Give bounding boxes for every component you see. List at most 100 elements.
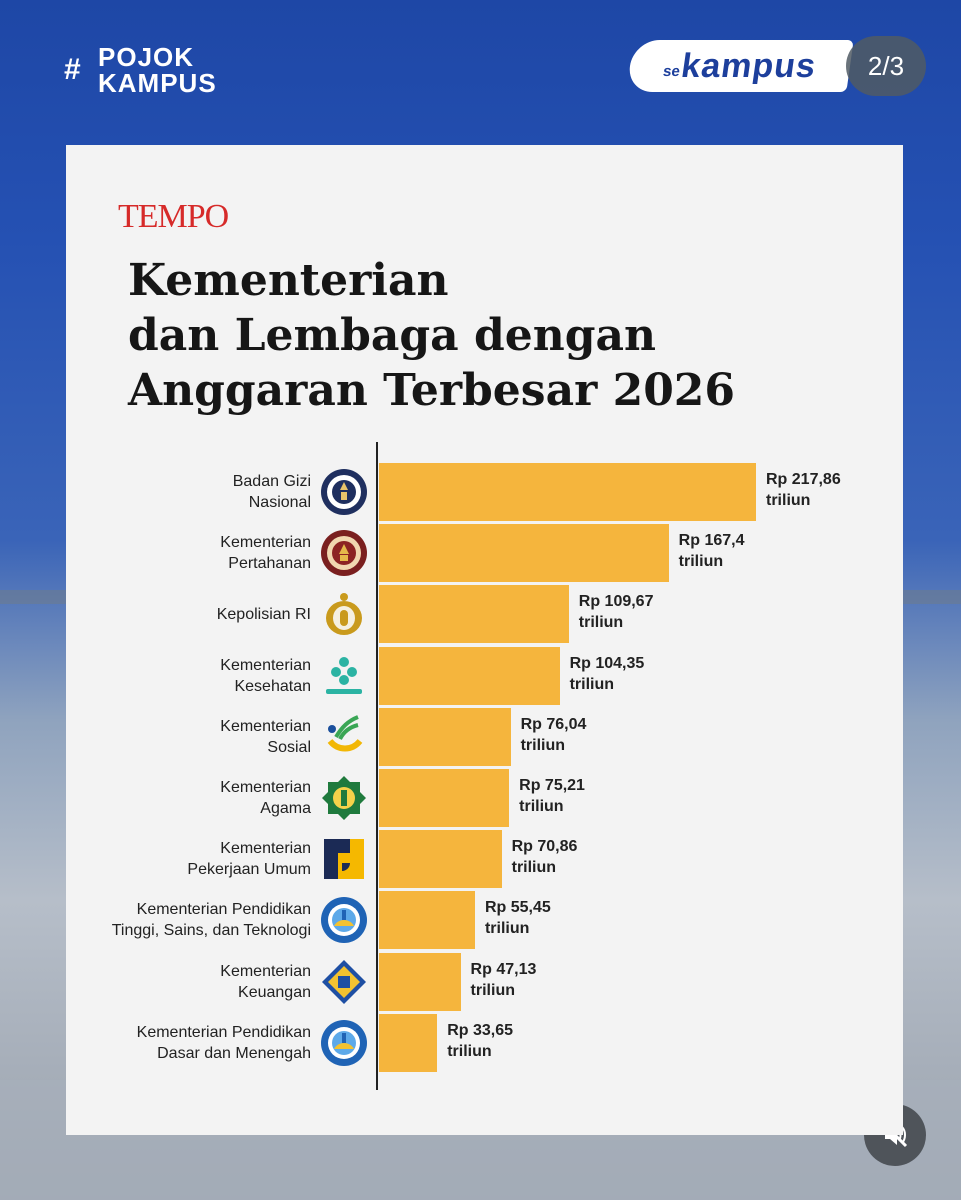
bgn-emblem-icon xyxy=(320,468,368,516)
category-label-line-1: Kementerian xyxy=(220,717,311,735)
category-label-line-1: Kementerian xyxy=(220,534,311,552)
bar xyxy=(379,524,669,583)
category-label: Kementerian Pekerjaan Umum xyxy=(187,830,311,888)
category-label-line-1: Kementerian xyxy=(220,962,311,980)
chart-title: Kementerian dan Lembaga dengan Anggaran … xyxy=(128,253,868,418)
category-label-line-1: Kepolisian RI xyxy=(216,605,311,623)
brand-logo: se kampus xyxy=(626,40,854,92)
data-label-amount: Rp 70,86 xyxy=(511,838,578,856)
data-label-amount: Rp 104,35 xyxy=(569,654,645,672)
category-label-line-1: Kementerian xyxy=(220,656,311,674)
category-label-line-1: Kementerian Pendidikan xyxy=(136,1023,311,1041)
bar-row: Kementerian Pekerjaan Umum Rp 70,86 triliun xyxy=(66,830,903,889)
bar xyxy=(379,769,510,827)
source-logo: TEMPO xyxy=(118,198,229,235)
category-label-line-1: Kementerian xyxy=(220,840,311,858)
data-label-unit: triliun xyxy=(519,798,564,815)
polri-emblem-icon xyxy=(320,590,368,638)
hashtag-line-2: KAMPUS xyxy=(98,68,217,98)
data-label: Rp 47,13 triliun xyxy=(471,959,537,1001)
y-axis-line xyxy=(376,442,378,1090)
category-label-line-1: Kementerian Pendidikan xyxy=(136,901,311,919)
category-label: Kementerian Sosial xyxy=(220,708,311,766)
hashtag-line-1: POJOK xyxy=(98,42,195,72)
data-label: Rp 76,04 triliun xyxy=(521,714,587,756)
data-label-unit: triliun xyxy=(511,859,557,877)
category-label-line-2: Kesehatan xyxy=(234,677,311,695)
data-label-amount: Rp 76,04 xyxy=(520,715,587,733)
bar xyxy=(379,952,461,1011)
kemenkes-logo-icon xyxy=(320,652,368,700)
kemhan-emblem-icon xyxy=(320,529,368,577)
kemenag-emblem-icon xyxy=(320,774,368,822)
title-line-2: dan Lembaga dengan xyxy=(128,310,656,361)
bar xyxy=(379,1013,438,1072)
bar-row: Kementerian Agama Rp 75,21 triliun xyxy=(66,769,903,827)
category-label-line-1: Kementerian xyxy=(220,779,311,796)
infographic-card: TEMPO Kementerian dan Lembaga dengan Ang… xyxy=(66,145,903,1135)
kemensos-logo-icon xyxy=(320,713,368,761)
category-label-line-2: Nasional xyxy=(248,494,311,511)
category-label: Badan Gizi Nasional xyxy=(233,463,311,521)
data-label: Rp 167,4 triliun xyxy=(679,530,745,572)
data-label-amount: Rp 33,65 xyxy=(447,1021,514,1039)
data-label-amount: Rp 75,21 xyxy=(519,777,585,794)
category-label-line-2: Pekerjaan Umum xyxy=(187,861,311,879)
tutwuri-emblem-icon xyxy=(320,896,368,944)
data-label-amount: Rp 47,13 xyxy=(470,960,537,978)
category-label: Kementerian Pertahanan xyxy=(220,524,311,582)
bar-row: Kementerian Pendidikan Dasar dan Menengah… xyxy=(66,1013,903,1072)
data-label: Rp 33,65 triliun xyxy=(447,1020,513,1062)
category-label: Kementerian Kesehatan xyxy=(220,647,311,705)
bar xyxy=(379,830,502,889)
bar-row: Kementerian Keuangan Rp 47,13 triliun xyxy=(66,952,903,1011)
bar xyxy=(379,646,560,705)
data-label: Rp 109,67 triliun xyxy=(579,591,654,633)
data-label-unit: triliun xyxy=(578,614,624,632)
title-line-3: Anggaran Terbesar 2026 xyxy=(128,365,736,416)
category-label-line-2: Tinggi, Sains, dan Teknologi xyxy=(111,922,311,940)
data-label-unit: triliun xyxy=(470,981,515,999)
data-label-unit: triliun xyxy=(447,1042,492,1060)
bar xyxy=(379,585,569,644)
data-label: Rp 55,45 triliun xyxy=(485,897,551,939)
category-label: Kementerian Pendidikan Tinggi, Sains, dan… xyxy=(112,891,311,949)
brand-prefix: se xyxy=(662,62,682,80)
category-label: Kementerian Keuangan xyxy=(220,953,311,1011)
bar-row: Kementerian Pendidikan Tinggi, Sains, dan… xyxy=(66,891,903,950)
data-label: Rp 70,86 triliun xyxy=(512,836,578,878)
bar-row: Kementerian Sosial Rp 76,04 triliun xyxy=(66,707,903,766)
data-label-unit: triliun xyxy=(569,675,614,693)
data-label-unit: triliun xyxy=(766,492,811,509)
bar xyxy=(379,891,475,950)
category-label: Kementerian Agama xyxy=(220,769,311,827)
data-label-amount: Rp 109,67 xyxy=(578,593,654,611)
category-label-line-2: Dasar dan Menengah xyxy=(157,1044,311,1062)
data-label: Rp 217,86 triliun xyxy=(766,469,841,511)
bar-row: Kementerian Kesehatan Rp 104,35 triliun xyxy=(66,646,903,705)
kemenkeu-emblem-icon xyxy=(320,958,368,1006)
data-label-amount: Rp 55,45 xyxy=(484,899,551,917)
data-label-amount: Rp 217,86 xyxy=(766,471,841,488)
title-line-1: Kementerian xyxy=(128,255,449,306)
category-label: Kementerian Pendidikan Dasar dan Menengah xyxy=(137,1014,311,1072)
data-label-amount: Rp 167,4 xyxy=(678,532,745,550)
bar-row: Badan Gizi Nasional Rp 217,86 triliun xyxy=(66,463,903,521)
category-label-line-1: Badan Gizi xyxy=(232,473,311,490)
category-label: Kepolisian RI xyxy=(217,585,311,643)
data-label-unit: triliun xyxy=(484,920,530,938)
bar-row: Kementerian Pertahanan Rp 167,4 triliun xyxy=(66,524,903,583)
category-label-line-2: Agama xyxy=(260,800,311,817)
data-label-unit: triliun xyxy=(520,736,566,754)
tutwuri-emblem-icon xyxy=(320,1019,368,1067)
bar-row: Kepolisian RI Rp 109,67 triliun xyxy=(66,585,903,644)
category-label-line-2: Keuangan xyxy=(238,983,311,1001)
data-label: Rp 75,21 triliun xyxy=(519,775,585,817)
bar xyxy=(379,707,511,766)
data-label-unit: triliun xyxy=(678,553,724,571)
page-counter: 2/3 xyxy=(846,36,926,96)
category-label-line-2: Pertahanan xyxy=(228,555,311,573)
data-label: Rp 104,35 triliun xyxy=(570,653,645,695)
bar xyxy=(379,463,756,521)
category-label-line-2: Sosial xyxy=(267,738,311,756)
